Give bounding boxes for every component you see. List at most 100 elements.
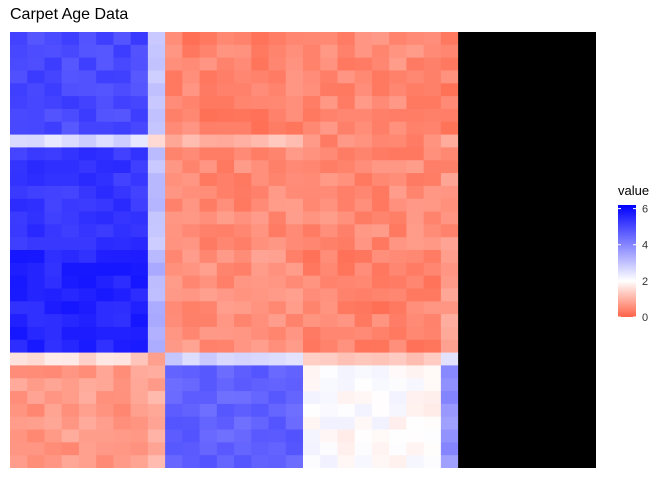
heatmap-cell [96, 96, 114, 110]
heatmap-cell [147, 185, 166, 200]
heatmap-cell [371, 378, 390, 392]
heatmap-cell [458, 326, 476, 341]
heatmap-cell [389, 147, 407, 161]
heatmap-cell [199, 237, 218, 251]
heatmap-cell [268, 44, 287, 59]
heatmap-cell [96, 173, 114, 187]
heatmap-cell [147, 44, 166, 59]
heatmap-cell [527, 57, 545, 71]
heatmap-cell [492, 211, 511, 225]
heatmap-cell [234, 403, 252, 418]
heatmap-cell [440, 429, 459, 443]
heatmap-cell [527, 44, 545, 59]
heatmap-cell [10, 44, 28, 59]
heatmap-cell [10, 224, 28, 238]
heatmap-cell [182, 121, 201, 136]
heatmap-cell [199, 352, 218, 366]
heatmap-cell [509, 339, 528, 354]
heatmap-cell [27, 237, 45, 251]
heatmap-cell [61, 250, 80, 264]
heatmap-cell [199, 70, 218, 84]
heatmap-cell [423, 147, 442, 161]
heatmap-cell [251, 250, 270, 264]
heatmap-cell [113, 378, 132, 392]
heatmap-cell [578, 147, 596, 161]
heatmap-cell [10, 237, 28, 251]
heatmap-cell [509, 70, 528, 84]
heatmap-cell [182, 198, 201, 213]
heatmap-cell [458, 288, 476, 302]
heatmap-cell [113, 134, 132, 148]
heatmap-cell [371, 211, 390, 225]
heatmap-cell [61, 147, 80, 161]
heatmap-cell [320, 70, 338, 84]
heatmap-cell [44, 198, 63, 213]
heatmap-cell [78, 288, 97, 302]
heatmap-cell [354, 301, 373, 315]
heatmap-cell [561, 70, 580, 84]
heatmap-cell [285, 237, 304, 251]
heatmap-cell [251, 403, 270, 418]
heatmap-cell [165, 198, 183, 213]
heatmap-cell [268, 339, 287, 354]
heatmap-cell [182, 224, 201, 238]
heatmap-cell [216, 160, 235, 174]
heatmap-cell [578, 403, 596, 418]
heatmap-cell [147, 237, 166, 251]
heatmap-cell [371, 83, 390, 97]
heatmap-cell [440, 442, 459, 456]
heatmap-cell [423, 44, 442, 59]
heatmap-cell [440, 160, 459, 174]
heatmap-cell [10, 134, 28, 148]
heatmap-cell [337, 352, 356, 366]
heatmap-cell [527, 429, 545, 443]
heatmap-cell [440, 32, 459, 46]
heatmap-cell [354, 455, 373, 468]
heatmap-cell [303, 262, 321, 277]
heatmap-cell [337, 301, 356, 315]
heatmap-cell [406, 314, 425, 328]
heatmap-cell [544, 70, 563, 84]
heatmap-cell [544, 339, 563, 354]
heatmap-cell [78, 365, 97, 379]
heatmap-cell [216, 250, 235, 264]
heatmap-cell [285, 134, 304, 148]
heatmap-cell [458, 416, 476, 431]
heatmap-cell [492, 391, 511, 405]
heatmap-cell [78, 160, 97, 174]
heatmap-cell [371, 314, 390, 328]
heatmap-cell [234, 352, 252, 366]
heatmap-cell [268, 352, 287, 366]
legend-title: value [618, 183, 650, 198]
heatmap-cell [337, 121, 356, 136]
heatmap-cell [216, 275, 235, 289]
heatmap-cell [130, 108, 149, 123]
heatmap-cell [251, 147, 270, 161]
heatmap-cell [199, 83, 218, 97]
heatmap-cell [492, 429, 511, 443]
heatmap-cell [147, 262, 166, 277]
heatmap-cell [509, 262, 528, 277]
heatmap-cell [285, 44, 304, 59]
heatmap-cell [182, 96, 201, 110]
heatmap-cell [423, 70, 442, 84]
heatmap-cell [561, 391, 580, 405]
heatmap-cell [182, 70, 201, 84]
heatmap-cell [544, 121, 563, 136]
heatmap-cell [440, 96, 459, 110]
heatmap-cell [475, 83, 494, 97]
heatmap-cell [44, 121, 63, 136]
heatmap-cell [527, 442, 545, 456]
heatmap-cell [96, 147, 114, 161]
heatmap-cell [61, 96, 80, 110]
heatmap-cell [475, 173, 494, 187]
heatmap-cell [509, 416, 528, 431]
heatmap-cell [303, 326, 321, 341]
heatmap-cell [27, 32, 45, 46]
heatmap-cell [268, 262, 287, 277]
heatmap-cell [182, 416, 201, 431]
heatmap-cell [440, 250, 459, 264]
heatmap-cell [130, 314, 149, 328]
heatmap-cell [406, 262, 425, 277]
heatmap-cell [78, 44, 97, 59]
